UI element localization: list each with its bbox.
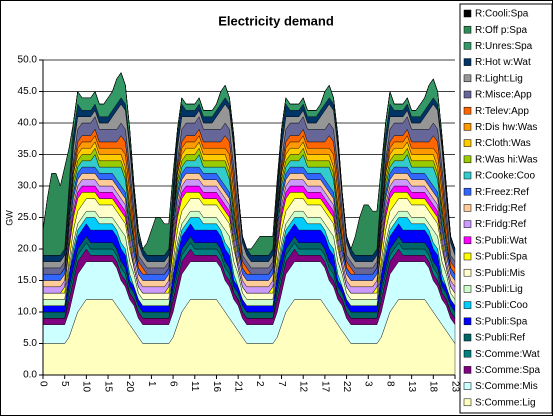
legend-label: R:Off p:Spa [475,25,528,36]
legend-label: S:Comme:Mis [475,381,538,392]
x-tick-label: 1 [146,381,157,387]
y-tick-label: 30.0 [18,181,38,192]
y-axis-label: GW [4,210,14,226]
x-tick-label: 6 [167,381,178,387]
legend-swatch [463,187,472,196]
legend-label: S:Comme:Wat [475,349,540,360]
legend-label: S:Publi:Mis [475,268,525,279]
y-tick-label: 25.0 [18,212,38,223]
legend-swatch [463,285,472,293]
y-tick-label: 40.0 [18,118,38,129]
x-tick-label: 18 [428,381,439,393]
area [42,72,456,250]
legend-swatch [463,139,472,147]
x-tick-label: 13 [406,381,417,393]
legend-swatch [463,25,472,34]
legend-swatch [463,123,472,131]
x-tick-label: 21 [233,381,244,393]
x-tick-label: 3 [363,381,374,387]
x-tick-label: 20 [124,381,135,393]
legend-swatch [463,382,472,390]
legend-swatch [463,9,472,18]
x-tick-label: 15 [102,381,113,393]
legend-swatch [463,42,472,50]
legend-label: S:Publi:Spa [475,316,528,327]
x-tick-label: 2 [254,381,265,387]
x-tick-label: 7 [276,381,287,387]
x-tick-label: 5 [59,381,70,387]
y-tick-label: 45.0 [18,86,38,97]
legend-label: S:Publi:Lig [475,284,523,295]
chart-title: Electricity demand [218,13,334,28]
x-tick-label: 8 [384,381,395,387]
x-tick-label: 12 [298,381,309,393]
legend-swatch [463,317,472,326]
legend-swatch [463,74,472,83]
legend-label: R:Cooke:Coo [475,171,535,182]
legend-label: R:Unres:Spa [475,41,533,52]
legend-swatch [463,204,472,212]
x-tick-label: 0 [37,381,48,387]
y-tick-label: 5.0 [23,338,37,349]
legend-label: R:Cooli:Spa [475,9,529,20]
x-tick-label: 10 [81,381,92,393]
legend-label: R:Fridg:Ref [475,203,526,214]
y-tick-label: 10.0 [18,307,38,318]
x-tick-label: 23 [449,381,460,393]
legend-label: R:Fridg:Ref [475,219,526,230]
legend-label: R:Dis hw:Was [475,122,537,133]
legend-swatch [463,106,472,115]
y-tick-label: 20.0 [18,244,38,255]
y-tick-label: 50.0 [18,55,38,66]
y-tick-label: 0.0 [23,370,37,381]
legend-label: S:Publi:Wat [475,235,527,246]
legend-box [459,3,553,414]
x-tick-label: 22 [341,381,352,393]
legend-label: R:Misce:App [475,90,532,101]
legend-swatch [463,333,472,342]
legend-label: S:Publi:Ref [475,333,525,344]
y-tick-label: 35.0 [18,149,38,160]
x-tick-label: 17 [319,381,330,393]
y-tick-label: 15.0 [18,275,38,286]
legend-label: R:Cloth:Was [475,138,531,149]
legend-label: S:Comme:Spa [475,365,540,376]
legend-label: S:Publi:Spa [475,252,528,263]
legend-swatch [463,58,472,66]
legend-swatch [463,171,472,180]
legend-swatch [463,252,472,261]
legend-label: R:Was hi:Was [475,154,538,165]
x-tick-label: 11 [189,381,200,392]
legend-swatch [463,155,472,164]
legend-swatch [463,366,472,374]
legend-swatch [463,220,472,228]
legend-label: R:Telev:App [475,106,529,117]
legend-swatch [463,268,472,277]
legend-label: R:Freez:Ref [475,187,529,198]
legend-label: S:Publi:Coo [475,300,528,311]
legend-swatch [463,398,472,407]
legend-swatch [463,301,472,309]
legend-label: R:Hot w:Wat [475,57,531,68]
legend-swatch [463,349,472,358]
legend-swatch [463,236,472,245]
x-tick-label: 16 [211,381,222,393]
legend-label: S:Comme:Lig [475,397,536,408]
legend-swatch [463,90,472,99]
legend-label: R:Light:Lig [475,73,523,84]
